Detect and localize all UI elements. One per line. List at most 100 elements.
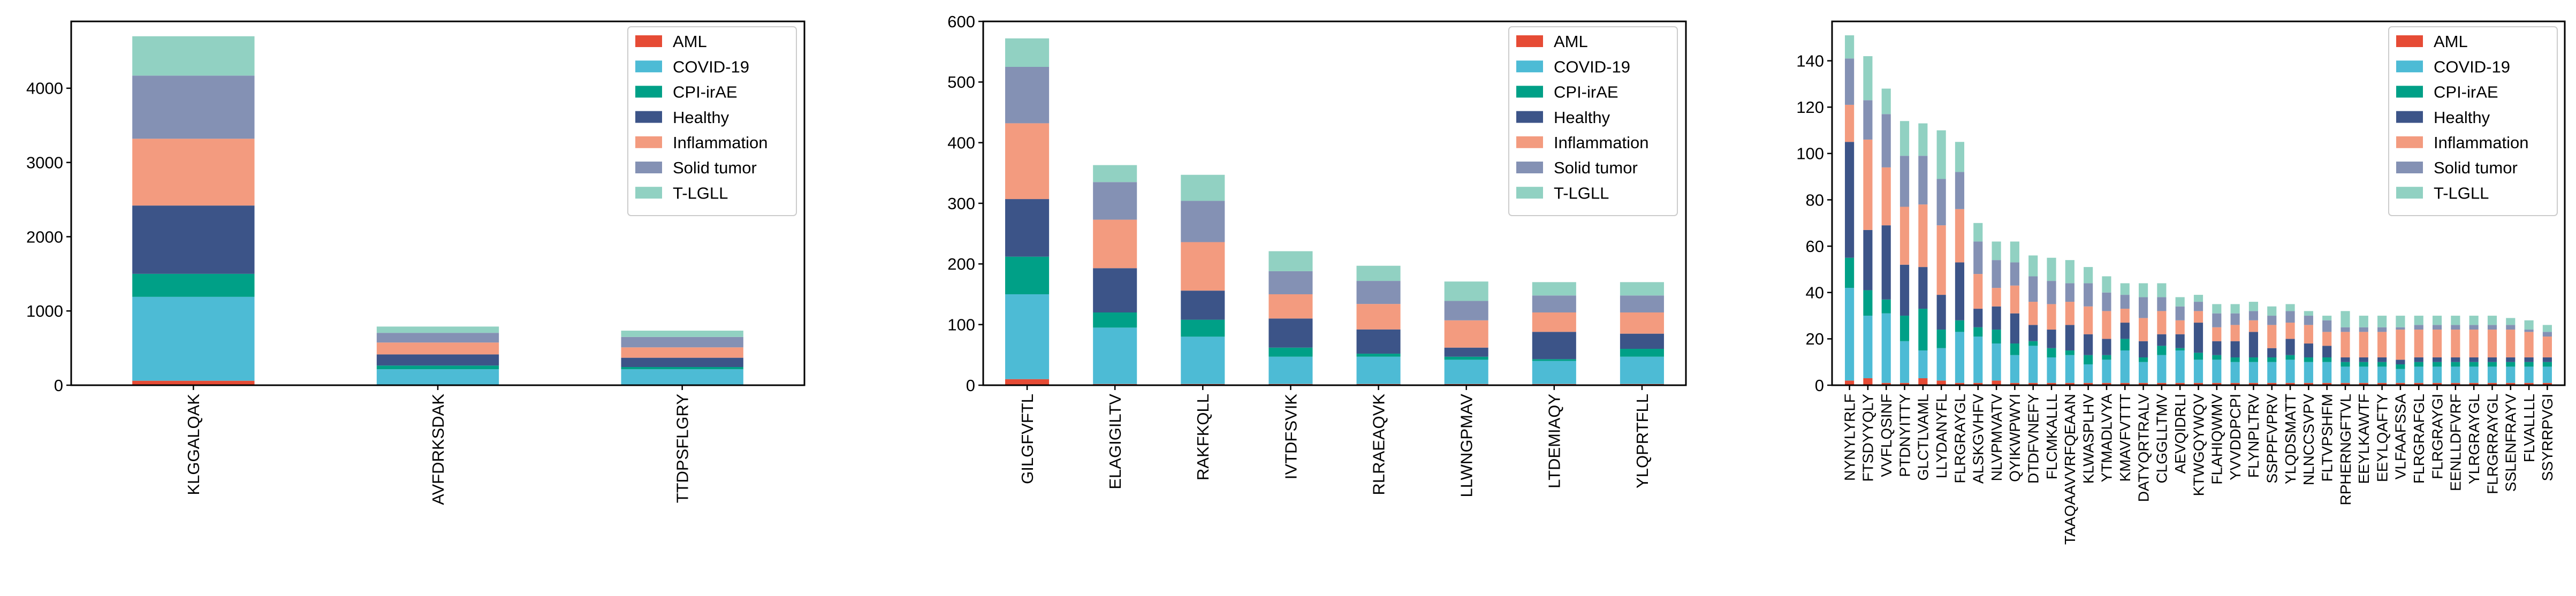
x-tick-label: LLWNGPMAV xyxy=(1457,394,1476,498)
legend-swatch-2 xyxy=(1516,86,1543,98)
x-tick-label: VLFAAFSSA xyxy=(2392,394,2409,480)
y-tick-label: 300 xyxy=(947,194,975,213)
x-tick-label: YTMADLVYA xyxy=(2099,394,2115,483)
bar-segment-2-34-0 xyxy=(2469,383,2479,385)
legend-swatch-4 xyxy=(635,136,662,148)
bar-segment-1-1-3 xyxy=(1093,268,1137,312)
bar-segment-2-35-4 xyxy=(2487,330,2497,358)
legend-swatch-6 xyxy=(635,187,662,199)
bar-segment-2-14-0 xyxy=(2102,383,2111,385)
x-tick-label: YLQPRTFLL xyxy=(1633,394,1652,488)
bar-segment-2-16-2 xyxy=(2138,357,2148,362)
bar-segment-0-1-5 xyxy=(376,333,499,343)
bar-segment-2-26-0 xyxy=(2322,383,2332,385)
x-tick-label: SSYRRPVGI xyxy=(2539,394,2556,481)
bar-segment-2-36-5 xyxy=(2506,325,2516,330)
legend-label: Healthy xyxy=(2434,108,2490,127)
bar-segment-2-30-3 xyxy=(2396,360,2405,365)
plot-frame xyxy=(982,20,1687,386)
bar-segment-1-1-2 xyxy=(1093,312,1137,328)
bar-segment-2-31-4 xyxy=(2414,330,2423,358)
bar-segment-2-18-5 xyxy=(2175,306,2185,320)
bar-segment-2-8-4 xyxy=(1992,288,2001,307)
bar-segment-1-3-6 xyxy=(1268,251,1313,271)
bar-segment-2-3-2 xyxy=(1899,316,1910,341)
bar-segment-1-3-4 xyxy=(1268,294,1313,319)
legend-label: T-LGLL xyxy=(2434,184,2489,202)
y-tick-label: 1000 xyxy=(26,302,63,320)
bar-segment-2-21-4 xyxy=(2230,325,2240,341)
bar-segment-2-16-1 xyxy=(2138,362,2148,383)
bar-segment-2-2-2 xyxy=(1881,299,1891,314)
bar-segment-2-20-5 xyxy=(2212,313,2222,327)
x-tick-label: RAKFKQLL xyxy=(1194,394,1212,480)
bar-segment-2-19-2 xyxy=(2193,353,2203,360)
bar-segment-1-4-1 xyxy=(1356,356,1401,384)
bar-segment-1-5-1 xyxy=(1444,360,1488,384)
bar-segment-2-25-0 xyxy=(2304,383,2313,385)
legend-swatch-6 xyxy=(1516,187,1543,199)
bar-segment-2-30-5 xyxy=(2396,327,2405,330)
bar-segment-1-7-4 xyxy=(1620,312,1664,334)
bar-segment-2-25-4 xyxy=(2304,325,2313,344)
bar-segment-1-2-2 xyxy=(1181,319,1225,337)
bar-segment-2-7-6 xyxy=(1973,223,1983,242)
bar-segment-2-10-0 xyxy=(2028,383,2038,385)
bar-segment-1-2-3 xyxy=(1181,291,1225,320)
bar-segment-2-19-5 xyxy=(2193,302,2203,311)
legend-label: T-LGLL xyxy=(673,184,728,202)
x-tick-label: AEVQIDRLI xyxy=(2172,394,2189,473)
bar-segment-1-7-2 xyxy=(1620,349,1664,357)
bar-segment-0-2-1 xyxy=(621,369,743,385)
legend-label: AML xyxy=(673,32,707,51)
x-tick-label: FLRGRAYGI xyxy=(2429,394,2445,479)
bar-segment-2-29-4 xyxy=(2377,332,2387,358)
bar-segment-1-0-4 xyxy=(1005,123,1050,200)
bar-segment-2-29-5 xyxy=(2377,327,2387,332)
y-tick-label: 100 xyxy=(947,316,975,334)
bar-segment-1-0-2 xyxy=(1005,256,1050,294)
bar-segment-2-0-4 xyxy=(1845,104,1855,142)
bar-segment-2-23-0 xyxy=(2267,383,2277,385)
bar-segment-2-5-1 xyxy=(1936,348,1946,381)
x-tick-label: DTDFVNEFY xyxy=(2025,394,2042,484)
bar-segment-2-35-0 xyxy=(2487,383,2497,385)
bar-segment-1-7-5 xyxy=(1620,295,1664,312)
legend-label: CPI-irAE xyxy=(1554,83,1618,102)
bar-segment-1-3-2 xyxy=(1268,347,1313,357)
bar-segment-2-11-5 xyxy=(2047,281,2056,304)
x-tick-label: KLGGALQAK xyxy=(184,394,203,495)
bar-segment-2-22-2 xyxy=(2248,357,2259,362)
bar-segment-2-12-4 xyxy=(2065,302,2075,325)
bar-segment-2-32-3 xyxy=(2432,357,2442,362)
bar-segment-1-4-2 xyxy=(1356,354,1401,357)
y-tick-label: 120 xyxy=(1796,98,1824,117)
bar-segment-0-1-2 xyxy=(376,365,499,370)
bar-segment-2-14-4 xyxy=(2102,311,2111,339)
x-tick-label: IVTDFSVIK xyxy=(1281,394,1300,480)
bar-segment-1-6-4 xyxy=(1532,312,1576,332)
bar-segment-2-8-6 xyxy=(1992,241,2001,261)
bar-segment-2-21-0 xyxy=(2230,383,2240,385)
x-tick-label: ELAGIGILTV xyxy=(1106,394,1124,490)
bar-segment-2-13-5 xyxy=(2084,283,2093,307)
bar-segment-2-38-6 xyxy=(2542,325,2552,332)
bar-segment-1-3-1 xyxy=(1268,356,1313,384)
bar-segment-2-24-4 xyxy=(2285,323,2295,339)
bar-segment-2-3-3 xyxy=(1899,264,1910,316)
bar-segment-1-6-6 xyxy=(1532,282,1576,296)
x-tick-label: KMAVFVTTT xyxy=(2117,394,2133,482)
bar-segment-2-28-2 xyxy=(2359,362,2368,367)
bar-segment-2-0-1 xyxy=(1845,288,1855,381)
bar-segment-2-20-2 xyxy=(2212,355,2222,360)
bar-segment-2-32-5 xyxy=(2432,325,2442,330)
bar-segment-2-28-4 xyxy=(2359,332,2368,358)
x-tick-label: LTDEMIAQY xyxy=(1545,394,1564,488)
x-tick-label: LLYDANYFL xyxy=(1933,394,1950,478)
bar-segment-2-33-1 xyxy=(2451,366,2460,383)
bar-segment-2-7-0 xyxy=(1973,383,1983,385)
bar-segment-2-18-2 xyxy=(2175,348,2185,351)
bar-segment-2-8-3 xyxy=(1992,306,2001,330)
bar-segment-2-8-5 xyxy=(1992,260,2001,288)
bar-segment-2-21-3 xyxy=(2230,341,2240,358)
